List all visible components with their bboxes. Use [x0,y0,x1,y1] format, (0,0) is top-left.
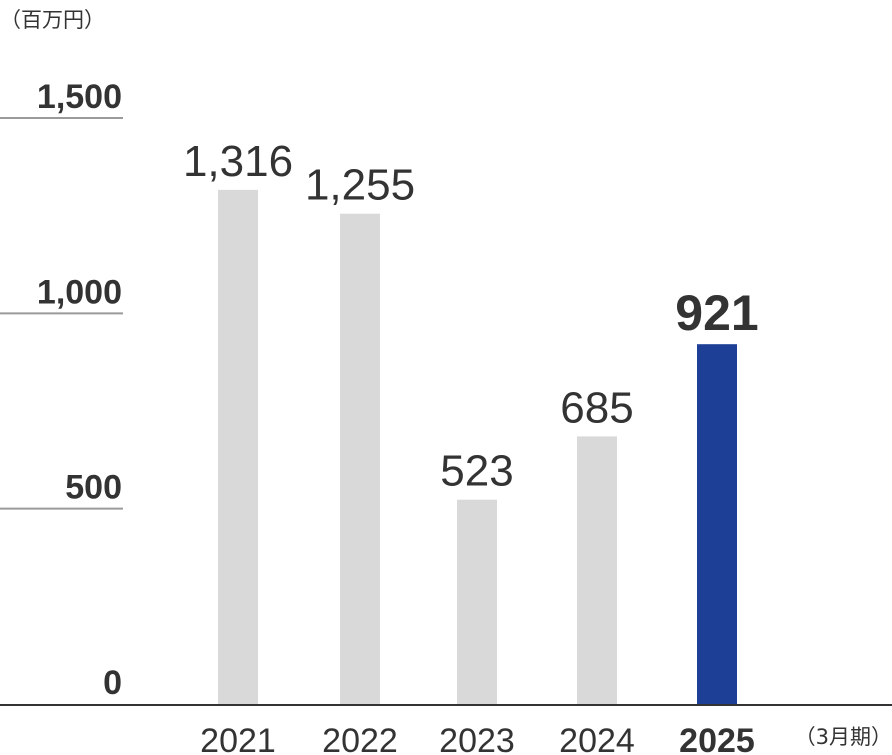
data-label: 1,316 [183,137,293,186]
data-label: 685 [560,383,633,432]
y-tick-label: 500 [65,469,122,507]
x-tick-label: 2024 [559,722,635,755]
x-tick-label: 2023 [439,722,515,755]
data-label: 921 [675,285,758,341]
bar [218,189,258,704]
bar [340,213,380,705]
bars [218,189,737,705]
x-tick-label: 2022 [322,722,398,755]
y-tick-label: 0 [103,664,122,702]
x-tick-label: 2025 [679,722,755,755]
bar-highlight [697,344,737,704]
data-label: 523 [440,447,513,496]
period-label: （3月期） [795,725,892,749]
x-axis: 2021 2022 2023 2024 2025 [200,722,755,755]
y-axis: 0 500 1,000 1,500 [0,78,123,702]
x-tick-label: 2021 [200,722,276,755]
data-labels: 1,316 1,255 523 685 921 [183,137,759,496]
unit-label: （百万円） [0,8,105,32]
y-tick-label: 1,000 [37,273,122,311]
bar [457,499,497,704]
bar [577,436,617,704]
data-label: 1,255 [305,161,415,210]
y-tick-label: 1,500 [37,78,122,116]
